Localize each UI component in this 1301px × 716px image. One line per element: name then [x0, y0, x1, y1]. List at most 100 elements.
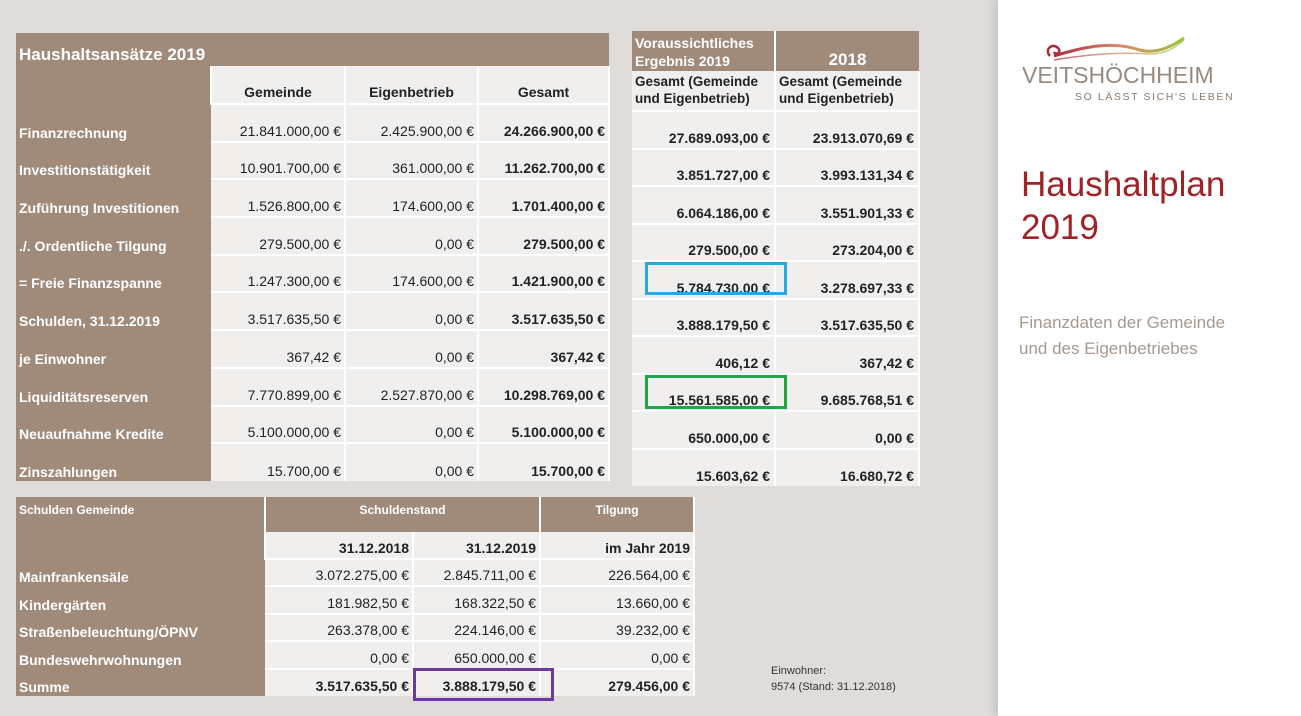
cell-gesamt: 10.298.769,00 €: [478, 366, 611, 406]
table-row: 650.000,00 €0,00 €: [632, 410, 920, 449]
table-row: Finanzrechnung 21.841.000,00 €2.425.900,0…: [16, 103, 611, 142]
table-row: Schulden, 31.12.2019 3.517.635,50 €0,00 €…: [16, 291, 611, 331]
table-row: ./. Ordentliche Tilgung 279.500,00 €0,00 …: [16, 216, 611, 255]
cell-stand-2018: 3.517.635,50 €: [265, 667, 414, 696]
page-subtitle-line1: Finanzdaten der Gemeinde: [1019, 313, 1226, 332]
debt-sub-2019: 31.12.2019: [413, 532, 542, 559]
cell-result-2019: 406,12 €: [632, 335, 776, 374]
cell-tilgung: 0,00 €: [540, 640, 696, 669]
cell-stand-2018: 181.982,50 €: [265, 585, 414, 614]
cell-result-2018: 3.517.635,50 €: [775, 297, 920, 336]
cell-result-2018: 3.278.697,33 €: [775, 260, 920, 299]
cell-stand-2018: 0,00 €: [265, 640, 414, 669]
cell-eigenbetrieb: 174.600,00 €: [345, 178, 479, 218]
debt-header-label: Schulden Gemeinde: [16, 497, 266, 532]
row-label: Zuführung Investitionen: [16, 179, 211, 218]
debt-header-tilgung: Tilgung: [540, 497, 696, 532]
page-subtitle-line2: und des Eigenbetriebes: [1019, 339, 1198, 358]
row-label: Liquiditätsreserven: [16, 367, 211, 406]
cell-result-2018: 367,42 €: [775, 335, 920, 374]
population-note: Einwohner: 9574 (Stand: 31.12.2018): [771, 663, 896, 695]
cell-eigenbetrieb: 361.000,00 €: [345, 140, 479, 180]
debt-header-stand: Schuldenstand: [265, 497, 542, 532]
slide-content: Haushaltsansätze 2019 Gemeinde Eigenbetr…: [16, 31, 920, 701]
cell-gesamt: 367,42 €: [478, 329, 611, 368]
cell-result-2018: 3.551.901,33 €: [775, 185, 920, 224]
cell-gesamt: 24.266.900,00 €: [478, 103, 611, 142]
cell-stand-2019: 168.322,50 €: [413, 585, 542, 614]
table-row: Straßenbeleuchtung/ÖPNV 263.378,00 €224.1…: [16, 612, 696, 642]
cell-eigenbetrieb: 0,00 €: [345, 404, 479, 444]
cell-result-2018: 23.913.070,69 €: [775, 110, 920, 149]
cell-result-2018: 16.680,72 €: [775, 447, 920, 486]
row-label: Investitionstätigkeit: [16, 141, 211, 180]
debt-row-label: Bundeswehrwohnungen: [16, 641, 265, 669]
table-row: Zuführung Investitionen 1.526.800,00 €174…: [16, 178, 611, 218]
cell-result-2018: 3.993.131,34 €: [775, 147, 920, 186]
col-eigenbetrieb: Eigenbetrieb: [345, 66, 479, 104]
cell-eigenbetrieb: 2.425.900,00 €: [345, 103, 479, 142]
row-label: ./. Ordentliche Tilgung: [16, 217, 211, 255]
side-panel: [998, 0, 1301, 716]
table-row: 15.603,62 €16.680,72 €: [632, 447, 920, 486]
cell-result-2019: 3.851.727,00 €: [632, 147, 776, 186]
cell-gesamt: 279.500,00 €: [478, 216, 611, 255]
page-title-line1: Haushaltplan: [1021, 165, 1226, 204]
table-row: Zinszahlungen 15.700,00 €0,00 €15.700,00 …: [16, 442, 611, 481]
cell-gemeinde: 5.100.000,00 €: [211, 404, 346, 444]
cell-result-2019: 15.603,62 €: [632, 447, 776, 486]
cell-tilgung: 226.564,00 €: [540, 557, 696, 587]
row-label: = Freie Finanzspanne: [16, 254, 211, 293]
row-label: Schulden, 31.12.2019: [16, 292, 211, 331]
cell-gesamt: 1.421.900,00 €: [478, 253, 611, 293]
budget-table-corner: [16, 66, 212, 104]
cell-result-2019: 3.888.179,50 €: [632, 297, 776, 336]
table-row: Neuaufnahme Kredite 5.100.000,00 €0,00 €5…: [16, 404, 611, 444]
table-row: 3.888.179,50 €3.517.635,50 €: [632, 297, 920, 336]
table-row: Investitionstätigkeit 10.901.700,00 €361.…: [16, 140, 611, 180]
budget-table: Haushaltsansätze 2019 Gemeinde Eigenbetr…: [16, 33, 611, 481]
cell-gesamt: 11.262.700,00 €: [478, 140, 611, 180]
col-gemeinde: Gemeinde: [211, 66, 346, 104]
cell-eigenbetrieb: 0,00 €: [345, 329, 479, 368]
table-row: Kindergärten 181.982,50 €168.322,50 €13.6…: [16, 585, 696, 614]
cell-gemeinde: 7.770.899,00 €: [211, 366, 346, 406]
cell-result-2019: 15.561.585,00 €: [632, 372, 776, 411]
cell-gemeinde: 15.700,00 €: [211, 442, 346, 481]
cell-result-2019: 27.689.093,00 €: [632, 110, 776, 149]
debt-row-label: Mainfrankensäle: [16, 559, 265, 587]
cell-eigenbetrieb: 2.527.870,00 €: [345, 366, 479, 406]
table-row: Bundeswehrwohnungen 0,00 €650.000,00 €0,0…: [16, 640, 696, 669]
cell-stand-2019: 224.146,00 €: [413, 612, 542, 642]
cell-result-2018: 9.685.768,51 €: [775, 372, 920, 411]
cell-stand-2018: 3.072.275,00 €: [265, 557, 414, 587]
results-header-2018: 2018: [775, 31, 919, 71]
cell-eigenbetrieb: 174.600,00 €: [345, 253, 479, 293]
col-gesamt: Gesamt: [478, 66, 611, 104]
highlight-blue-box: [645, 262, 787, 295]
debt-sub-2018: 31.12.2018: [265, 532, 414, 559]
cell-gemeinde: 10.901.700,00 €: [211, 140, 346, 180]
logo-tagline: SO LÄSST SICH'S LEBEN: [1075, 91, 1235, 103]
cell-gesamt: 15.700,00 €: [478, 442, 611, 481]
table-row: 279.500,00 €273.204,00 €: [632, 222, 920, 261]
cell-gesamt: 1.701.400,00 €: [478, 178, 611, 218]
cell-gemeinde: 1.526.800,00 €: [211, 178, 346, 218]
page-title-line2: 2019: [1021, 208, 1099, 247]
table-row: 3.851.727,00 €3.993.131,34 €: [632, 147, 920, 186]
table-row: Summe 3.517.635,50 €3.888.179,50 €279.456…: [16, 667, 696, 696]
cell-stand-2019: 650.000,00 €: [413, 640, 542, 669]
table-row: Liquiditätsreserven 7.770.899,00 €2.527.8…: [16, 366, 611, 406]
cell-gesamt: 3.517.635,50 €: [478, 291, 611, 331]
row-label: Neuaufnahme Kredite: [16, 405, 211, 444]
results-sub-2019: Gesamt (Gemeinde und Eigenbetrieb): [632, 71, 776, 111]
cell-gemeinde: 367,42 €: [211, 329, 346, 368]
cell-stand-2019: 2.845.711,00 €: [413, 557, 542, 587]
page-title: Haushaltplan 2019: [1021, 163, 1281, 249]
table-row: 406,12 €367,42 €: [632, 335, 920, 374]
results-table: Voraussichtliches Ergebnis 2019 2018 Ges…: [632, 31, 920, 486]
logo-swirl-icon: [1046, 36, 1185, 61]
cell-gemeinde: 21.841.000,00 €: [211, 103, 346, 142]
cell-stand-2018: 263.378,00 €: [265, 612, 414, 642]
table-row: = Freie Finanzspanne 1.247.300,00 €174.60…: [16, 253, 611, 293]
